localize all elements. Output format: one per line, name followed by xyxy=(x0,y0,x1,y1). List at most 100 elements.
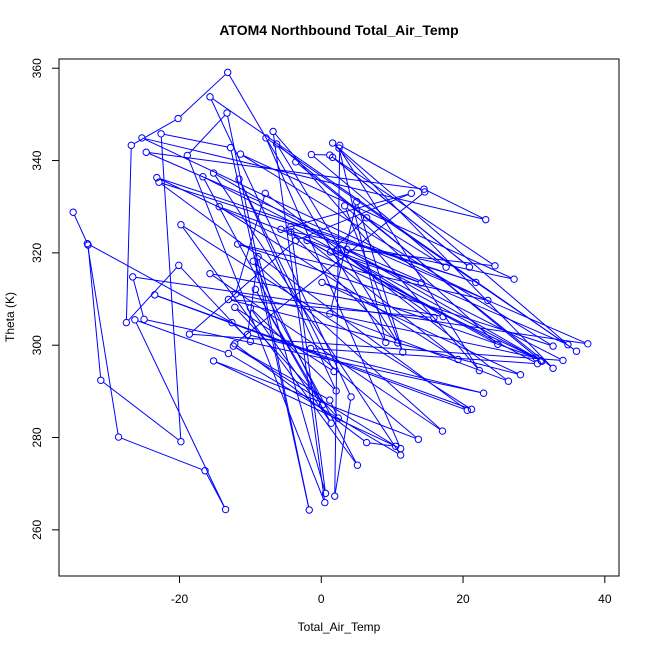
series-segment xyxy=(214,175,400,453)
data-point xyxy=(330,367,338,376)
series-segment xyxy=(235,196,265,292)
series-segment xyxy=(231,299,518,375)
data-point xyxy=(326,310,334,318)
data-point xyxy=(246,304,255,312)
data-point xyxy=(140,315,148,324)
series-segment xyxy=(240,244,551,346)
series-segment xyxy=(161,183,466,409)
data-point xyxy=(153,173,161,182)
series-segment xyxy=(210,99,351,395)
data-point xyxy=(305,506,313,514)
series-segment xyxy=(252,309,335,390)
data-point xyxy=(482,215,490,224)
data-point xyxy=(206,93,214,101)
data-point xyxy=(243,330,252,339)
data-point xyxy=(510,275,518,283)
data-point xyxy=(438,427,447,435)
data-point xyxy=(287,228,295,236)
y-axis: 260 280 300 320 340 360 xyxy=(30,58,60,540)
data-point xyxy=(465,263,474,271)
data-point xyxy=(177,437,185,446)
series-segment xyxy=(144,138,483,220)
data-point xyxy=(262,134,270,142)
data-point xyxy=(231,290,240,298)
data-point xyxy=(516,371,525,379)
data-point xyxy=(479,389,488,397)
y-tick-label: 280 xyxy=(30,427,44,447)
data-point xyxy=(174,114,182,123)
data-point xyxy=(251,285,260,294)
data-point xyxy=(463,406,472,414)
series-segment xyxy=(251,310,330,421)
data-point xyxy=(559,356,567,365)
data-point xyxy=(318,278,326,287)
data-point xyxy=(538,357,546,366)
series-segment xyxy=(330,402,338,416)
series-segment xyxy=(135,322,225,507)
data-point xyxy=(572,347,581,355)
data-point xyxy=(399,348,407,356)
data-point xyxy=(127,141,136,150)
data-point xyxy=(353,461,362,469)
data-point xyxy=(382,338,390,347)
data-point xyxy=(420,185,428,193)
series-segment xyxy=(212,98,575,350)
series-segment xyxy=(213,273,441,317)
data-point xyxy=(157,130,165,138)
series-segment xyxy=(238,294,534,358)
data-point xyxy=(328,139,337,147)
series-segment xyxy=(283,229,512,280)
data-point xyxy=(353,197,361,206)
data-point xyxy=(318,401,327,409)
series-segment xyxy=(334,148,341,493)
data-point xyxy=(491,262,499,270)
series-segment xyxy=(273,134,325,500)
data-point xyxy=(199,173,207,181)
data-point xyxy=(231,303,239,312)
series-segment xyxy=(149,152,421,190)
data-point xyxy=(407,189,416,198)
series-segment xyxy=(292,234,396,341)
data-point xyxy=(343,245,351,253)
x-axis-label: Total_Air_Temp xyxy=(298,620,381,634)
data-point xyxy=(185,330,194,338)
data-point xyxy=(236,150,245,158)
data-point xyxy=(321,498,329,507)
series-segment xyxy=(133,119,176,145)
data-point xyxy=(454,355,462,364)
series-segment xyxy=(147,319,481,394)
series-segment xyxy=(258,259,326,491)
series-segment xyxy=(135,276,585,344)
y-tick-label: 360 xyxy=(30,58,44,78)
data-point xyxy=(201,467,209,475)
data-point xyxy=(150,291,159,299)
data-point xyxy=(484,296,492,305)
series-segment xyxy=(369,219,444,266)
series-segment xyxy=(333,252,419,283)
data-point xyxy=(287,222,295,231)
data-point xyxy=(439,312,447,321)
data-point xyxy=(430,313,438,322)
series-segment xyxy=(313,348,535,364)
series-segment xyxy=(267,194,507,380)
series-segment xyxy=(192,333,560,361)
series-layer xyxy=(69,68,592,514)
x-tick-label: 0 xyxy=(318,592,325,606)
data-point xyxy=(261,189,269,198)
series-segment xyxy=(332,219,365,251)
series-segment xyxy=(283,193,409,229)
data-point xyxy=(272,140,281,148)
data-point xyxy=(97,376,105,384)
data-point xyxy=(472,278,480,287)
series-segment xyxy=(334,144,552,367)
data-point xyxy=(269,127,277,136)
data-point xyxy=(333,246,342,254)
data-point xyxy=(131,316,139,324)
data-point xyxy=(414,435,423,444)
series-segment xyxy=(255,262,441,430)
series-segment xyxy=(191,242,294,333)
data-point xyxy=(504,377,513,385)
series-segment xyxy=(125,148,132,320)
data-point xyxy=(362,438,371,447)
